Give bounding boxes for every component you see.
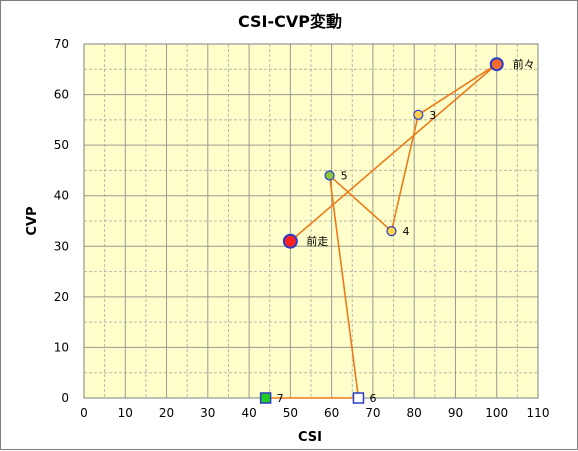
y-axis-label: CVP bbox=[25, 206, 40, 235]
grid-minor bbox=[84, 44, 538, 398]
y-tick-label: 60 bbox=[54, 88, 69, 102]
x-tick-label: 70 bbox=[365, 406, 380, 420]
y-tick-label: 50 bbox=[54, 138, 69, 152]
data-point bbox=[259, 392, 272, 404]
x-axis-label: CSI bbox=[298, 430, 322, 445]
x-tick-label: 60 bbox=[324, 406, 339, 420]
series-points bbox=[259, 57, 504, 404]
y-axis-ticks: 0 10 20 30 40 50 60 70 bbox=[54, 37, 69, 405]
x-axis-ticks: 0 10 20 30 40 50 60 70 80 90 100 110 bbox=[80, 406, 549, 420]
point-label: 5 bbox=[341, 169, 348, 182]
data-point bbox=[324, 170, 335, 181]
data-point bbox=[489, 57, 504, 72]
y-tick-label: 30 bbox=[54, 239, 69, 253]
data-point bbox=[386, 226, 397, 237]
y-tick-label: 40 bbox=[54, 189, 69, 203]
y-tick-label: 70 bbox=[54, 37, 69, 51]
point-label: 3 bbox=[429, 109, 436, 122]
grid-major bbox=[84, 44, 538, 398]
x-tick-label: 80 bbox=[407, 406, 422, 420]
point-labels: 前走 前々 3 4 5 6 7 bbox=[277, 57, 535, 405]
x-tick-label: 20 bbox=[159, 406, 174, 420]
x-tick-label: 0 bbox=[80, 406, 88, 420]
x-tick-label: 10 bbox=[118, 406, 133, 420]
chart-title: CSI-CVP変動 bbox=[238, 12, 342, 31]
x-tick-label: 30 bbox=[200, 406, 215, 420]
point-label: 前々 bbox=[513, 57, 535, 71]
y-tick-label: 20 bbox=[54, 290, 69, 304]
point-label: 7 bbox=[277, 392, 284, 405]
data-point bbox=[413, 109, 424, 120]
x-tick-label: 100 bbox=[485, 406, 508, 420]
point-label: 6 bbox=[369, 392, 376, 405]
point-label: 4 bbox=[402, 225, 409, 238]
x-tick-label: 110 bbox=[527, 406, 550, 420]
point-label: 前走 bbox=[306, 234, 328, 248]
x-tick-label: 90 bbox=[448, 406, 463, 420]
data-point bbox=[352, 392, 365, 404]
x-tick-label: 40 bbox=[241, 406, 256, 420]
y-tick-label: 10 bbox=[54, 340, 69, 354]
y-tick-label: 0 bbox=[61, 391, 69, 405]
x-tick-label: 50 bbox=[283, 406, 298, 420]
data-point bbox=[282, 233, 298, 249]
